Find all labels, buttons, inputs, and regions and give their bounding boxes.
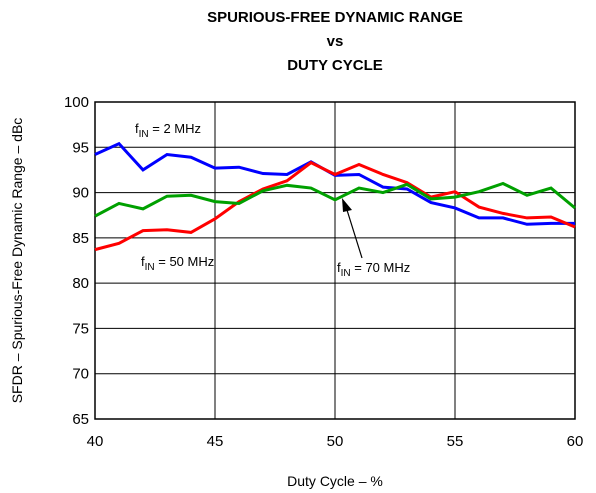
chart-title: vs	[327, 33, 344, 50]
chart-title: DUTY CYCLE	[287, 57, 383, 74]
annotation-text: = 2 MHz	[149, 121, 201, 136]
y-tick-label: 90	[72, 185, 89, 202]
y-tick-label: 75	[72, 320, 89, 337]
x-tick-label: 60	[567, 433, 584, 450]
annotation-base: f	[135, 121, 139, 136]
y-tick-label: 95	[72, 139, 89, 156]
annotation: fIN = 70 MHz	[337, 260, 410, 279]
chart-title: SPURIOUS-FREE DYNAMIC RANGE	[207, 9, 463, 26]
annotation-text: = 50 MHz	[155, 254, 215, 269]
annotation: fIN = 2 MHz	[135, 121, 201, 140]
annotation-base: f	[141, 254, 145, 269]
line-series	[94, 181, 576, 218]
y-tick-label: 100	[64, 94, 89, 111]
annotation-sub: IN	[341, 268, 351, 279]
y-tick-label: 85	[72, 230, 89, 247]
arrow-head	[342, 198, 352, 212]
x-axis-label: Duty Cycle – %	[287, 473, 383, 489]
annotation: fIN = 50 MHz	[141, 254, 214, 273]
y-axis-label: SFDR – Spurious-Free Dynamic Range – dBc	[9, 118, 25, 404]
annotation-sub: IN	[145, 262, 155, 273]
annotation-sub: IN	[139, 129, 149, 140]
x-tick-label: 45	[207, 433, 224, 450]
annotation-base: f	[337, 260, 341, 275]
plot-frame	[94, 101, 576, 420]
y-tick-label: 80	[72, 275, 89, 292]
x-tick-label: 55	[447, 433, 464, 450]
x-tick-label: 40	[87, 433, 104, 450]
annotation-text: = 70 MHz	[351, 260, 411, 275]
y-tick-label: 70	[72, 366, 89, 383]
line-series	[94, 160, 576, 252]
y-tick-label: 65	[72, 411, 89, 428]
arrow-line	[346, 209, 363, 259]
x-tick-label: 50	[327, 433, 344, 450]
